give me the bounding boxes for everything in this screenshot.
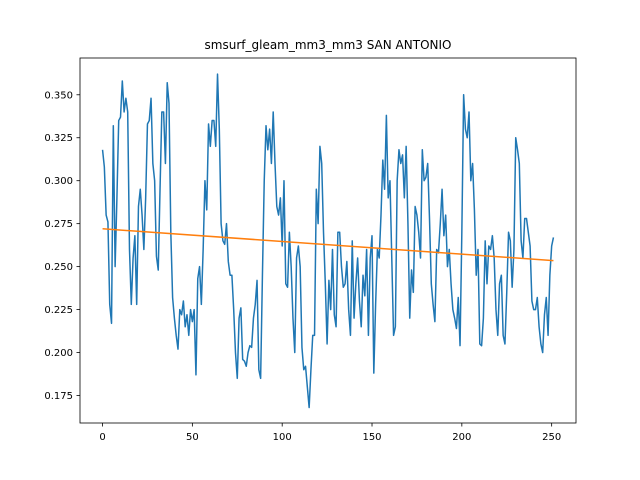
x-tick-label: 200 (452, 432, 471, 443)
x-tick-label: 0 (99, 432, 105, 443)
y-tick-label: 0.200 (44, 348, 73, 359)
x-tick-label: 100 (273, 432, 292, 443)
chart-title: smsurf_gleam_mm3_mm3 SAN ANTONIO (205, 38, 452, 52)
x-tick-label: 250 (542, 432, 561, 443)
y-tick-label: 0.225 (44, 305, 73, 316)
plot-frame (79, 57, 577, 424)
y-tick-label: 0.175 (44, 391, 73, 402)
x-tick-label: 150 (362, 432, 381, 443)
y-tick-label: 0.300 (44, 176, 73, 187)
series-line (101, 73, 555, 409)
y-tick-label: 0.250 (44, 262, 73, 273)
y-tick-label: 0.325 (44, 133, 73, 144)
y-tick-label: 0.350 (44, 90, 73, 101)
x-tick-label: 50 (186, 432, 199, 443)
series-line (102, 228, 554, 262)
y-tick-label: 0.275 (44, 219, 73, 230)
